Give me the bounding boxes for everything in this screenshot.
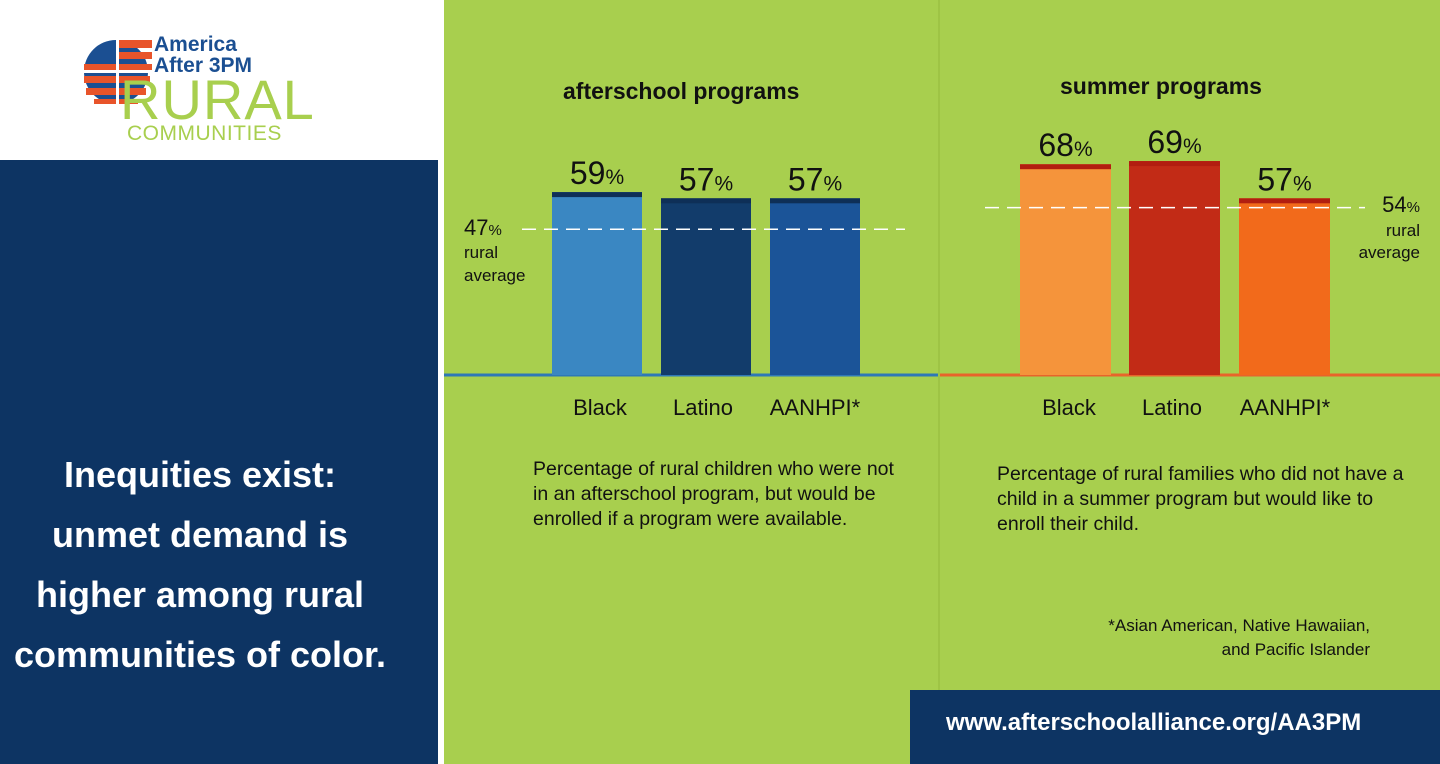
afterschool-bar-3 bbox=[770, 198, 860, 375]
afterschool-bar-cap-2 bbox=[661, 198, 751, 204]
flag-globe-icon bbox=[84, 38, 152, 108]
logo-text-communities: COMMUNITIES bbox=[127, 122, 282, 145]
logo-panel: America After 3PM RURAL COMMUNITIES bbox=[0, 0, 440, 160]
url-banner: www.afterschoolalliance.org/AA3PM bbox=[910, 690, 1440, 764]
panel-divider bbox=[438, 0, 444, 764]
logo-text-america: America bbox=[154, 33, 237, 56]
logo-text-rural: RURAL bbox=[120, 68, 315, 131]
summer-reference-label-line-1: rural bbox=[1386, 221, 1420, 240]
afterschool-bar-cap-1 bbox=[552, 192, 642, 198]
logo-text-after-3pm: After 3PM bbox=[154, 54, 253, 77]
website-link[interactable]: www.afterschoolalliance.org/AA3PM bbox=[946, 709, 1362, 736]
summer-reference-label-line-2: average bbox=[1359, 243, 1420, 262]
headline-panel: Inequities exist: unmet demand is higher… bbox=[0, 160, 440, 764]
summer-reference-value: 54% bbox=[1382, 192, 1420, 217]
footnote-line-2: and Pacific Islander bbox=[1221, 640, 1370, 659]
summer-value-label-3: 57% bbox=[1257, 161, 1311, 197]
afterschool-bar-cap-3 bbox=[770, 198, 860, 204]
afterschool-reference-label-line-2: average bbox=[464, 266, 525, 285]
afterschool-chart-title: afterschool programs bbox=[563, 78, 800, 104]
summer-bar-cap-3 bbox=[1239, 198, 1330, 204]
summer-category-label-1: Black bbox=[1042, 395, 1097, 420]
summer-chart-title: summer programs bbox=[1060, 73, 1262, 99]
headline: Inequities exist: unmet demand is higher… bbox=[13, 454, 387, 675]
summer-value-label-1: 68% bbox=[1038, 127, 1092, 163]
summer-bar-3 bbox=[1239, 198, 1330, 375]
afterschool-category-label-1: Black bbox=[573, 395, 628, 420]
afterschool-category-label-3: AANHPI* bbox=[770, 395, 861, 420]
chart-divider bbox=[938, 0, 940, 690]
afterschool-value-label-2: 57% bbox=[679, 161, 733, 197]
summer-bar-cap-2 bbox=[1129, 161, 1220, 167]
summer-caption: Percentage of rural families who did not… bbox=[997, 463, 1404, 535]
summer-bar-cap-1 bbox=[1020, 164, 1111, 170]
afterschool-reference-value: 47% bbox=[464, 215, 502, 240]
afterschool-value-label-3: 57% bbox=[788, 161, 842, 197]
afterschool-reference-label-line-1: rural bbox=[464, 243, 498, 262]
afterschool-value-label-1: 59% bbox=[570, 155, 624, 191]
footnote-line-1: *Asian American, Native Hawaiian, bbox=[1108, 616, 1370, 635]
afterschool-bar-2 bbox=[661, 198, 751, 375]
summer-bar-2 bbox=[1129, 161, 1220, 375]
summer-value-label-2: 69% bbox=[1147, 124, 1201, 160]
afterschool-caption: Percentage of rural children who were no… bbox=[533, 458, 894, 530]
afterschool-bar-1 bbox=[552, 192, 642, 375]
footnote: *Asian American, Native Hawaiian, and Pa… bbox=[1040, 614, 1370, 662]
summer-category-label-2: Latino bbox=[1142, 395, 1202, 420]
summer-bar-1 bbox=[1020, 164, 1111, 375]
afterschool-category-label-2: Latino bbox=[673, 395, 733, 420]
summer-category-label-3: AANHPI* bbox=[1240, 395, 1331, 420]
